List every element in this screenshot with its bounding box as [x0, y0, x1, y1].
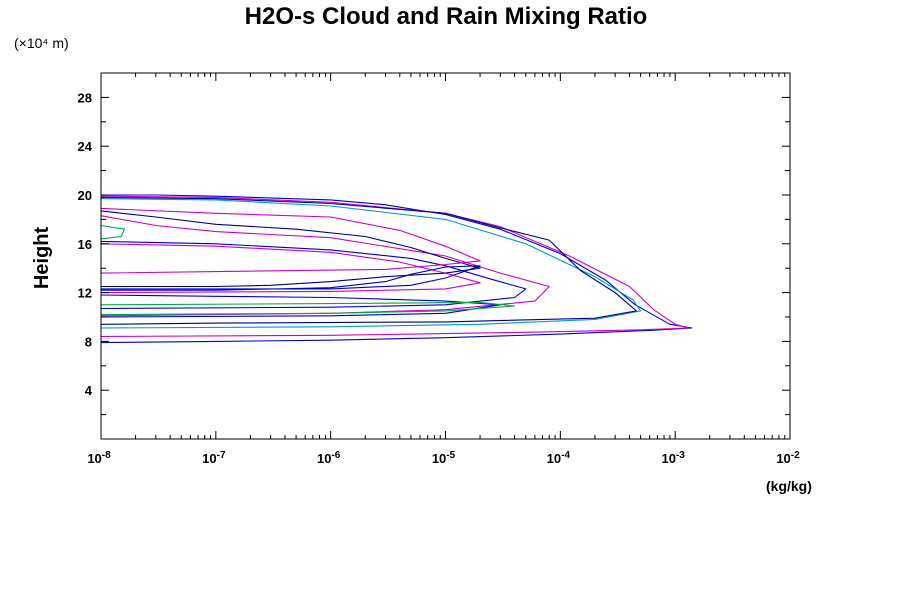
series-line-12 — [100, 210, 481, 288]
y-tick-label: 20 — [78, 188, 92, 203]
x-unit-label: (kg/kg) — [766, 478, 812, 494]
series-line-5 — [100, 215, 550, 317]
series-line-3 — [100, 198, 642, 329]
x-tick-label: 10-8 — [87, 450, 111, 466]
x-tick-label: 10-6 — [317, 450, 341, 466]
axes — [100, 72, 791, 440]
y-tick-label: 24 — [78, 139, 93, 154]
series-line-10 — [100, 301, 516, 316]
tick-labels: 4 8 12 16 20 24 28 10-8 10-7 10-6 10-5 10-4 10-3 10-2 — [78, 90, 801, 466]
x-tick-label: 10-4 — [547, 450, 571, 466]
y-unit-label: (×10⁴ m) — [14, 35, 69, 51]
y-tick-label: 28 — [78, 90, 92, 105]
x-tick-label: 10-5 — [432, 450, 456, 466]
series-line-2 — [100, 195, 689, 338]
series-line-11 — [101, 265, 481, 291]
y-tick-label: 4 — [85, 383, 93, 398]
y-tick-label: 16 — [78, 237, 92, 252]
y-axis-label: Height — [31, 227, 53, 290]
series-line-8 — [100, 224, 125, 240]
y-tick-label: 8 — [85, 334, 92, 349]
series-line-6 — [100, 240, 527, 310]
x-tick-label: 10-2 — [776, 450, 800, 466]
series-layer — [100, 194, 693, 344]
series-line-13 — [100, 207, 481, 274]
x-tick-label: 10-3 — [661, 450, 685, 466]
chart-title: H2O-s Cloud and Rain Mixing Ratio — [245, 3, 648, 30]
y-tick-label: 12 — [78, 286, 92, 301]
series-line-4 — [100, 196, 637, 325]
x-tick-label: 10-7 — [202, 450, 226, 466]
